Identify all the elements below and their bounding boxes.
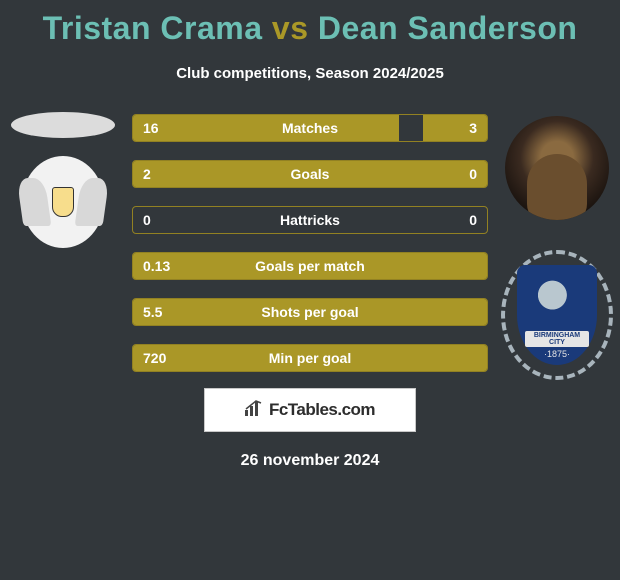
stat-row: 5.5 Shots per goal [132,298,488,326]
stat-label: Hattricks [280,212,340,228]
player1-club-logo [22,156,104,248]
stat-label: Shots per goal [261,304,358,320]
stat-value-left: 0 [143,212,151,228]
stat-bar-left [133,115,399,141]
stat-row: 0 0 Hattricks [132,206,488,234]
comparison-title: Tristan Crama vs Dean Sanderson [0,0,620,47]
stat-bar-right [423,115,487,141]
stat-row: 2 0 Goals [132,160,488,188]
left-player-column [8,112,118,248]
stat-value-left: 5.5 [143,304,162,320]
stat-bars: 16 3 Matches 2 0 Goals 0 0 Hattricks 0.13 Goals pe… [132,114,488,372]
subtitle: Club competitions, Season 2024/2025 [0,65,620,82]
right-player-column: BIRMINGHAM CITY ·1875· [502,116,612,380]
player2-photo [505,116,609,220]
stat-label: Goals per match [255,258,365,274]
date-label: 26 november 2024 [0,452,620,470]
player1-photo-placeholder [11,112,115,138]
stat-value-left: 16 [143,120,159,136]
stat-label: Goals [291,166,330,182]
club-name-ribbon: BIRMINGHAM CITY [525,331,589,347]
site-name: FcTables.com [269,400,375,420]
chart-icon [245,400,265,421]
player2-name: Dean Sanderson [318,10,578,46]
stat-label: Matches [282,120,338,136]
stat-value-right: 0 [469,166,477,182]
stat-label: Min per goal [269,350,351,366]
club-year: ·1875· [544,349,570,359]
content-area: BIRMINGHAM CITY ·1875· 16 3 Matches 2 0 Goals… [0,114,620,470]
stat-row: 720 Min per goal [132,344,488,372]
stat-value-left: 0.13 [143,258,170,274]
stat-value-left: 720 [143,350,166,366]
player2-club-logo: BIRMINGHAM CITY ·1875· [501,250,613,380]
stat-value-right: 0 [469,212,477,228]
stat-row: 0.13 Goals per match [132,252,488,280]
player1-name: Tristan Crama [43,10,263,46]
stat-row: 16 3 Matches [132,114,488,142]
stat-value-right: 3 [469,120,477,136]
stat-value-left: 2 [143,166,151,182]
vs-text: vs [272,10,309,46]
site-attribution: FcTables.com [204,388,416,432]
